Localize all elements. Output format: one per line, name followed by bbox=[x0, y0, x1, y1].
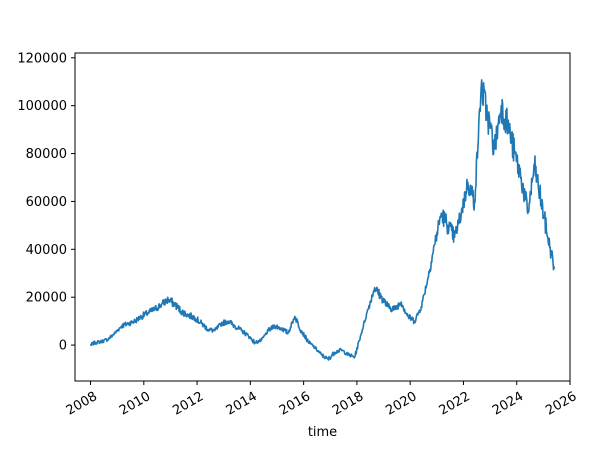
y-tick-label: 60000 bbox=[26, 195, 67, 210]
series-line bbox=[89, 79, 556, 361]
y-tick-label: 100000 bbox=[17, 99, 67, 114]
y-axis: 0 20000 40000 60000 80000 100000 120000 bbox=[17, 51, 75, 354]
y-tick-label: 20000 bbox=[26, 291, 67, 306]
axes-frame bbox=[74, 52, 571, 382]
plot-area bbox=[89, 79, 556, 361]
x-axis-title: time bbox=[308, 425, 337, 440]
y-tick-label: 120000 bbox=[17, 51, 67, 66]
y-tick-label: 40000 bbox=[26, 243, 67, 258]
y-tick-label: 80000 bbox=[26, 147, 67, 162]
y-tick-label: 0 bbox=[59, 339, 67, 354]
